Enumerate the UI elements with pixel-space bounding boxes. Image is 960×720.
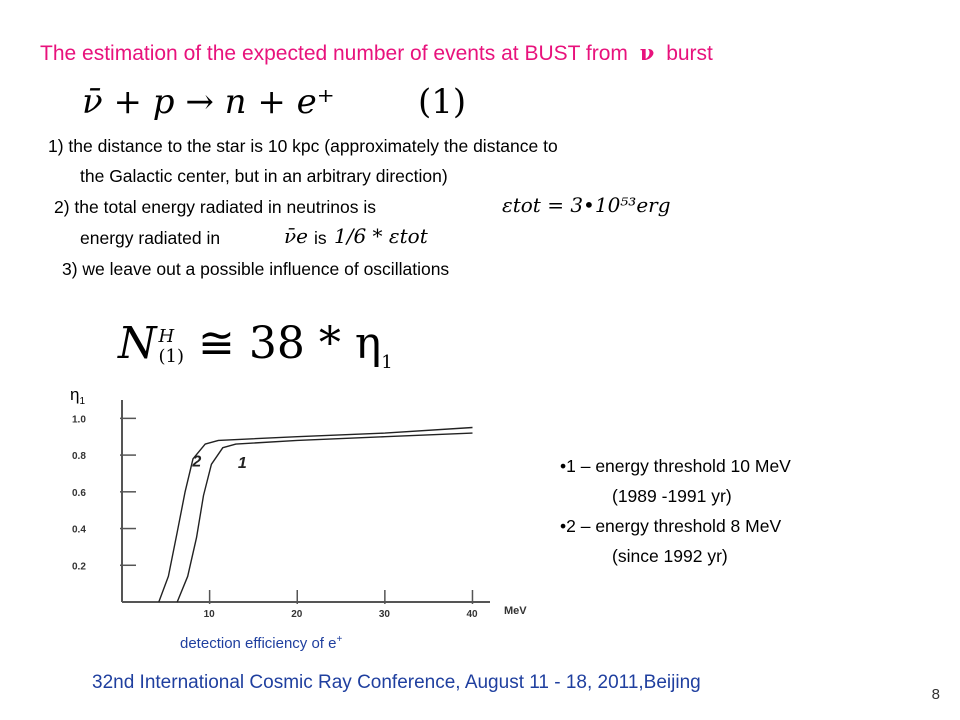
total-energy-formula: εtot = 3•10⁵³erg [502,193,671,217]
reaction-equation: ν̄ + p → n + e⁺ (1) [82,82,466,122]
reaction-formula: ν̄ + p → n + e⁺ [82,82,335,122]
chart-caption-sup: + [336,634,343,645]
chart-caption: detection efficiency of e+ [180,634,342,652]
x-axis-label: MeV [504,605,527,617]
x-tick-label: 20 [291,609,303,620]
condition-2-is: is [314,228,327,248]
x-tick-label: 30 [379,609,391,620]
condition-3: 3) we leave out a possible influence of … [62,259,450,279]
fraction-formula: 1/6 * εtot [334,224,428,248]
result-n: N [118,318,157,369]
legend-item-2-line-1: •2 – energy threshold 8 MeV [560,516,782,536]
result-eta-sub: 1 [381,351,393,373]
series-label-2: 2 [191,453,201,470]
chart-caption-text: detection efficiency of e [180,635,337,652]
y-tick-label: 0.6 [72,488,86,499]
slide-title: The estimation of the expected number of… [40,40,713,66]
condition-2-line-2: energy radiated in [80,228,221,248]
y-tick-label: 0.8 [72,451,86,462]
y-axis-label-sub: 1 [79,396,85,407]
y-tick-label: 0.2 [72,561,86,572]
nue-bar-symbol: ν̄e [284,224,308,248]
condition-2-line-1: 2) the total energy radiated in neutrino… [54,197,376,217]
series-line-1 [176,432,473,603]
result-sup: H [158,325,175,347]
series-label-1: 1 [238,455,247,472]
condition-1-line-1: 1) the distance to the star is 10 kpc (a… [48,136,558,156]
y-axis-label: η1 [70,385,85,407]
x-tick-label: 10 [204,609,216,620]
page-number: 8 [931,686,940,703]
series-line-2 [158,426,473,603]
condition-1-line-2: the Galactic center, but in an arbitrary… [80,166,448,186]
result-formula: N H (1) ≅ 38 * η1 [118,318,393,373]
legend-item-1-line-1: •1 – energy threshold 10 MeV [560,456,791,476]
y-tick-label: 0.4 [72,525,86,536]
result-sub: (1) [158,345,185,367]
nu-symbol: ν [639,40,655,65]
legend-item-2-line-2: (since 1992 yr) [612,546,728,566]
title-text-end: burst [666,42,713,65]
x-tick-label: 40 [466,609,478,620]
result-rest: ≅ 38 * η [198,318,382,369]
title-text: The estimation of the expected number of… [40,42,628,65]
equation-number: (1) [418,82,467,122]
legend-item-1-line-2: (1989 -1991 yr) [612,486,732,506]
conference-footer: 32nd International Cosmic Ray Conference… [92,672,701,693]
y-tick-label: 1.0 [72,414,86,425]
